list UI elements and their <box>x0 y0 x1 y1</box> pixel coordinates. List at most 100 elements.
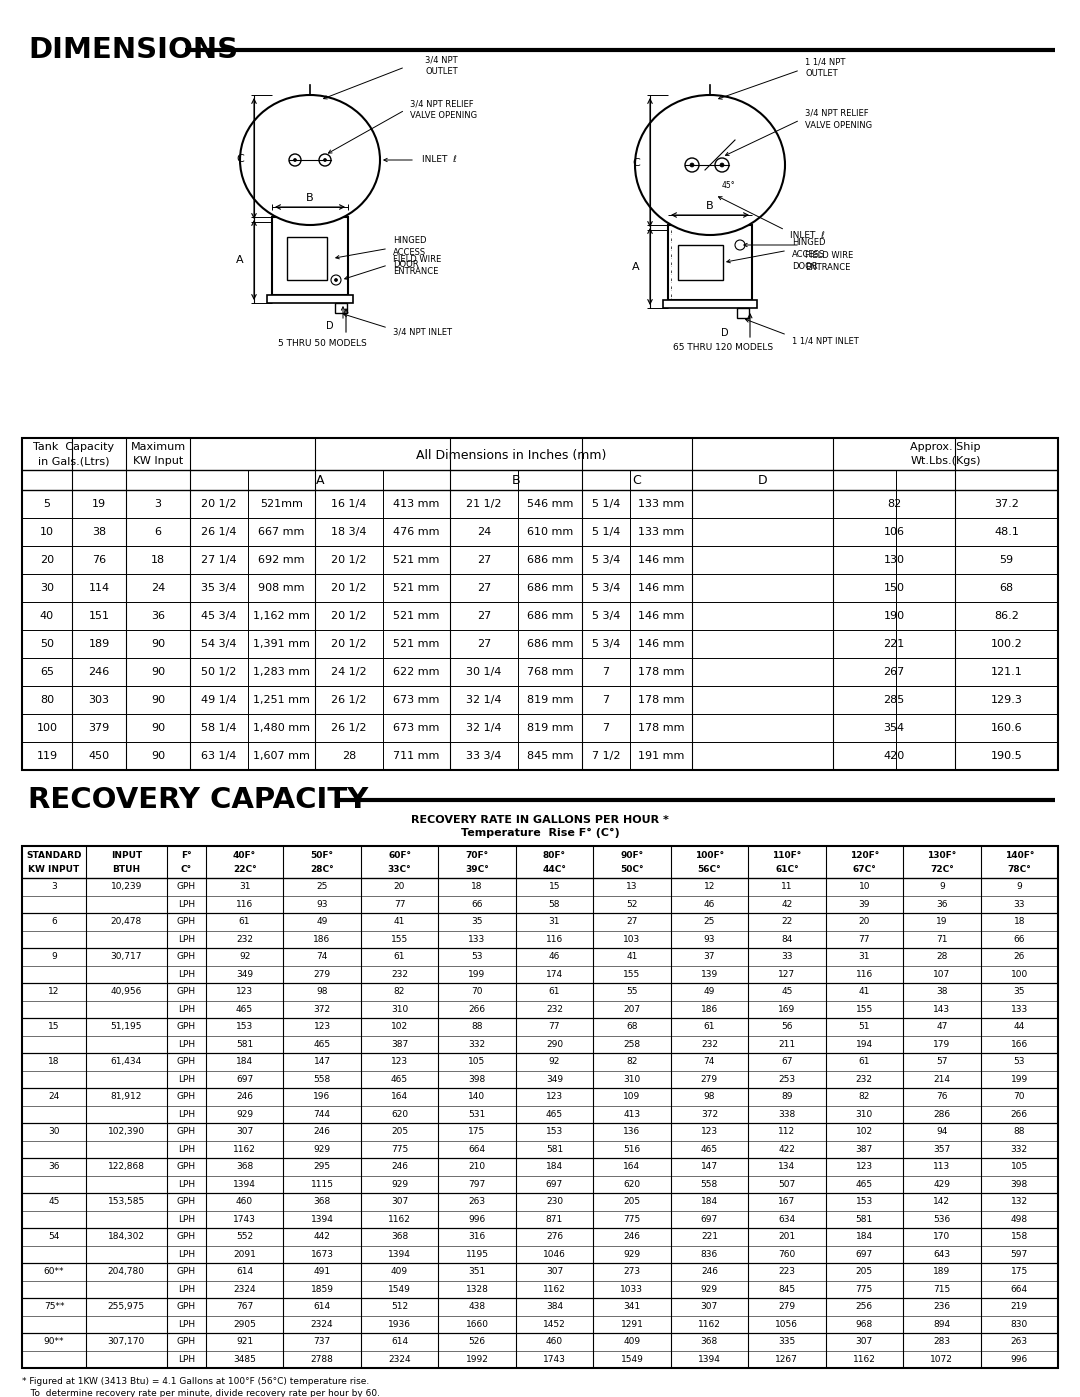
Text: 24: 24 <box>151 583 165 592</box>
Text: 210: 210 <box>469 1162 486 1171</box>
Text: 51,195: 51,195 <box>110 1023 143 1031</box>
Bar <box>287 237 327 279</box>
Text: 279: 279 <box>313 970 330 979</box>
Text: 61C°: 61C° <box>775 865 799 873</box>
Text: LPH: LPH <box>178 1285 194 1294</box>
Text: 116: 116 <box>235 900 253 909</box>
Text: 18 3/4: 18 3/4 <box>332 527 367 536</box>
Text: Tank  Capacity: Tank Capacity <box>33 441 114 453</box>
Text: 110F°: 110F° <box>772 852 801 861</box>
Text: 40F°: 40F° <box>233 852 256 861</box>
Text: 307: 307 <box>701 1302 718 1312</box>
Text: 10,239: 10,239 <box>110 883 141 891</box>
Text: 150: 150 <box>883 583 905 592</box>
Text: 552: 552 <box>237 1232 253 1242</box>
Text: 332: 332 <box>469 1039 486 1049</box>
Text: 98: 98 <box>316 988 328 996</box>
Text: 929: 929 <box>391 1179 408 1189</box>
Text: 413 mm: 413 mm <box>393 499 440 509</box>
Text: 760: 760 <box>779 1250 796 1259</box>
Text: 9: 9 <box>939 883 945 891</box>
Text: 143: 143 <box>933 1004 950 1014</box>
Text: 10: 10 <box>40 527 54 536</box>
Text: 686 mm: 686 mm <box>527 638 573 650</box>
Text: 147: 147 <box>701 1162 718 1171</box>
Text: 465: 465 <box>313 1039 330 1049</box>
Text: 90**: 90** <box>44 1337 65 1347</box>
Text: 507: 507 <box>779 1179 796 1189</box>
Text: 33: 33 <box>781 953 793 961</box>
Text: 531: 531 <box>469 1109 486 1119</box>
Text: 25: 25 <box>316 883 327 891</box>
Text: 929: 929 <box>313 1144 330 1154</box>
Text: 123: 123 <box>237 988 253 996</box>
Text: 310: 310 <box>623 1074 640 1084</box>
Text: 191 mm: 191 mm <box>638 752 685 761</box>
Text: LPH: LPH <box>178 1004 194 1014</box>
Text: 1328: 1328 <box>465 1285 488 1294</box>
Text: 205: 205 <box>623 1197 640 1206</box>
Text: KW Input: KW Input <box>133 455 184 467</box>
Text: 77: 77 <box>859 935 870 944</box>
Text: 56: 56 <box>781 1023 793 1031</box>
Text: 102: 102 <box>855 1127 873 1136</box>
Text: 45 3/4: 45 3/4 <box>201 610 237 622</box>
Text: 581: 581 <box>545 1144 563 1154</box>
Text: 37: 37 <box>704 953 715 961</box>
Text: 996: 996 <box>1011 1355 1028 1363</box>
Text: 58: 58 <box>549 900 561 909</box>
Text: GPH: GPH <box>177 1058 195 1066</box>
Text: 27: 27 <box>477 638 491 650</box>
Text: 20 1/2: 20 1/2 <box>332 583 367 592</box>
Text: 372: 372 <box>701 1109 718 1119</box>
Text: 9: 9 <box>51 953 57 961</box>
Text: A: A <box>315 474 324 486</box>
Text: 55: 55 <box>626 988 637 996</box>
Text: 5 1/4: 5 1/4 <box>592 499 620 509</box>
Text: 3: 3 <box>154 499 162 509</box>
Text: 27: 27 <box>477 555 491 564</box>
Text: 285: 285 <box>883 694 905 705</box>
Text: 102,390: 102,390 <box>108 1127 145 1136</box>
Text: 2905: 2905 <box>233 1320 256 1329</box>
Text: LPH: LPH <box>178 970 194 979</box>
Text: RECOVERY RATE IN GALLONS PER HOUR *: RECOVERY RATE IN GALLONS PER HOUR * <box>411 814 669 826</box>
Text: 77: 77 <box>549 1023 561 1031</box>
Text: 673 mm: 673 mm <box>393 724 440 733</box>
Text: 379: 379 <box>89 724 110 733</box>
Text: LPH: LPH <box>178 1144 194 1154</box>
Text: 50F°: 50F° <box>311 852 334 861</box>
Text: 1673: 1673 <box>311 1250 334 1259</box>
Text: 123: 123 <box>313 1023 330 1031</box>
Text: 246: 246 <box>89 666 110 678</box>
Text: 1452: 1452 <box>543 1320 566 1329</box>
Text: 50: 50 <box>40 638 54 650</box>
Text: 232: 232 <box>701 1039 718 1049</box>
Text: 614: 614 <box>313 1302 330 1312</box>
Text: C: C <box>237 154 244 163</box>
Text: 7: 7 <box>603 666 609 678</box>
Text: 53: 53 <box>471 953 483 961</box>
Text: 256: 256 <box>855 1302 873 1312</box>
Text: 349: 349 <box>237 970 253 979</box>
Text: 697: 697 <box>855 1250 873 1259</box>
Text: 349: 349 <box>545 1074 563 1084</box>
Text: 167: 167 <box>779 1197 796 1206</box>
Text: 67: 67 <box>781 1058 793 1066</box>
Text: 123: 123 <box>855 1162 873 1171</box>
Text: 310: 310 <box>391 1004 408 1014</box>
Text: 214: 214 <box>933 1074 950 1084</box>
Text: LPH: LPH <box>178 1355 194 1363</box>
Text: 74: 74 <box>704 1058 715 1066</box>
Text: GPH: GPH <box>177 1232 195 1242</box>
Text: 819 mm: 819 mm <box>527 694 573 705</box>
Text: 15: 15 <box>549 883 561 891</box>
Text: RECOVERY CAPACITY: RECOVERY CAPACITY <box>28 787 368 814</box>
Text: 775: 775 <box>623 1215 640 1224</box>
Text: 845 mm: 845 mm <box>527 752 573 761</box>
Text: 38: 38 <box>936 988 947 996</box>
Text: GPH: GPH <box>177 1162 195 1171</box>
Text: BTUH: BTUH <box>112 865 140 873</box>
Text: 67C°: 67C° <box>852 865 876 873</box>
Text: 797: 797 <box>469 1179 486 1189</box>
